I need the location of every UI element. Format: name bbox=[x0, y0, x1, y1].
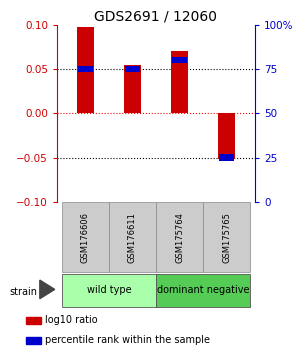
Bar bbox=[156, 274, 250, 307]
Bar bbox=[62, 202, 109, 272]
Text: log10 ratio: log10 ratio bbox=[45, 315, 98, 325]
Text: percentile rank within the sample: percentile rank within the sample bbox=[45, 335, 210, 346]
Text: GSM175765: GSM175765 bbox=[222, 212, 231, 263]
Bar bbox=[219, 154, 234, 161]
Bar bbox=[77, 28, 94, 113]
Text: GSM176606: GSM176606 bbox=[81, 212, 90, 263]
Text: GSM176611: GSM176611 bbox=[128, 212, 137, 263]
Bar bbox=[156, 202, 203, 272]
Bar bbox=[26, 337, 41, 344]
Bar bbox=[203, 202, 250, 272]
Title: GDS2691 / 12060: GDS2691 / 12060 bbox=[94, 10, 218, 24]
Bar bbox=[172, 57, 187, 63]
Bar bbox=[62, 274, 156, 307]
Text: dominant negative: dominant negative bbox=[157, 285, 249, 295]
Polygon shape bbox=[40, 280, 55, 299]
Bar bbox=[124, 65, 141, 113]
Text: GSM175764: GSM175764 bbox=[175, 212, 184, 263]
Bar bbox=[125, 66, 140, 72]
Bar bbox=[78, 66, 93, 72]
Bar bbox=[171, 51, 188, 113]
Text: strain: strain bbox=[9, 287, 37, 297]
Text: wild type: wild type bbox=[86, 285, 131, 295]
Bar bbox=[26, 316, 41, 324]
Bar bbox=[109, 202, 156, 272]
Bar bbox=[218, 113, 235, 159]
